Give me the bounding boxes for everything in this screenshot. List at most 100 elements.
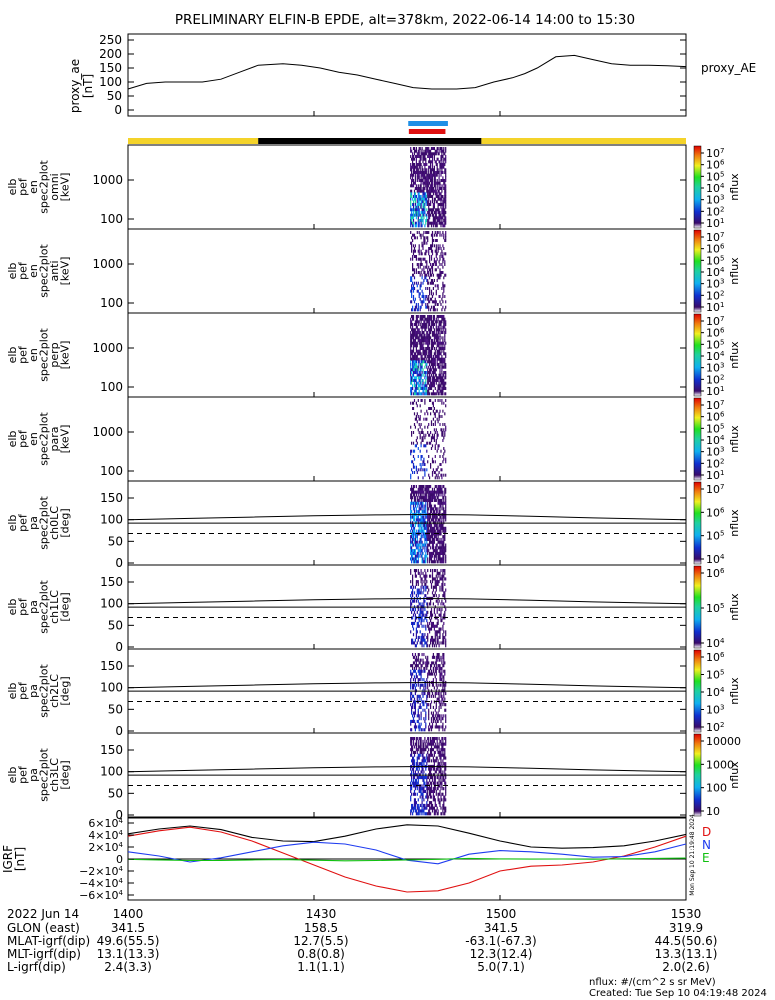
spectrogram-pixel	[410, 787, 412, 791]
spectrogram-pixel	[411, 344, 413, 348]
spectrogram-pixel	[425, 157, 427, 161]
spectrogram-pixel	[439, 756, 441, 760]
spectrogram-pixel	[415, 675, 417, 679]
spectrogram-pixel	[415, 379, 417, 382]
spectrogram-pixel	[440, 363, 442, 366]
spectrogram-pixel	[438, 325, 440, 329]
spectrogram-pixel	[445, 756, 447, 760]
spectrogram-pixel	[442, 216, 444, 220]
spectrogram-pixel	[412, 257, 414, 261]
spectrogram-pixel	[438, 260, 440, 264]
spectrogram-pixel	[442, 195, 444, 198]
spectrogram-pixel	[432, 300, 434, 304]
spectrogram-pixel	[434, 363, 436, 366]
spectrogram-pixel	[415, 543, 417, 547]
spectrogram-pixel	[436, 376, 438, 380]
spectrogram-pixel	[438, 197, 440, 201]
spectrogram-pixel	[430, 249, 433, 253]
spectrogram-pixel	[421, 641, 423, 645]
spectrogram-pixel	[412, 363, 414, 366]
spectrogram-pixel	[412, 401, 414, 405]
spectrogram-pixel	[430, 352, 433, 356]
spectrogram-pixel	[424, 328, 426, 332]
spectrogram-pixel	[417, 455, 419, 458]
spectrogram-pixel	[434, 529, 436, 533]
spectrogram-pixel	[431, 360, 434, 364]
spectrogram-pixel	[423, 268, 425, 272]
spectrogram-pixel	[426, 697, 428, 701]
spectrogram-pixel	[442, 265, 444, 269]
spectrogram-pixel	[431, 546, 434, 550]
spectrogram-pixel	[421, 543, 423, 547]
spectrogram-pixel	[413, 423, 416, 426]
spectrogram-pixel	[411, 535, 413, 539]
spectrogram-pixel	[429, 498, 431, 502]
spectrogram-pixel	[435, 333, 437, 337]
spectrogram-pixel	[414, 728, 416, 732]
spectrogram-pixel	[430, 672, 433, 676]
spectrogram-pixel	[442, 376, 444, 380]
spectrogram-pixel	[435, 683, 437, 687]
spectrogram-pixel	[410, 669, 412, 673]
spectrogram-pixel	[426, 317, 428, 321]
spectrogram-pixel	[438, 208, 440, 212]
spectrogram-pixel	[430, 200, 432, 204]
spectrogram-pixel	[423, 173, 425, 177]
spectrogram-pixel	[412, 776, 415, 780]
spectrogram-pixel	[439, 423, 441, 426]
spectrogram-pixel	[421, 241, 423, 245]
spectrogram-pixel	[434, 504, 436, 508]
spectrogram-pixel	[436, 812, 438, 816]
spectrogram-pixel	[411, 792, 413, 796]
spectrogram-pixel	[411, 485, 413, 489]
spectrogram-pixel	[428, 328, 430, 332]
spectrogram-pixel	[417, 683, 419, 687]
spectrogram-pixel	[423, 300, 425, 304]
spectrogram-pixel	[427, 560, 429, 564]
pa-panel-2: 150100500elbpefpaspec2plotch2LC[deg]1061…	[6, 648, 741, 738]
panel-ylabel-line: anti	[48, 260, 61, 281]
spectrogram-pixel	[438, 700, 440, 704]
spectrogram-pixel	[416, 471, 418, 474]
spectrogram-pixel	[417, 376, 419, 380]
spectrogram-pixel	[429, 336, 431, 340]
spectrogram-pixel	[423, 532, 425, 536]
spectrogram-pixel	[430, 515, 432, 519]
spectrogram-pixel	[418, 379, 420, 382]
spectrogram-pixel	[424, 540, 426, 544]
spectrogram-pixel	[438, 471, 440, 474]
spectrogram-pixel	[413, 551, 416, 555]
spectrogram-pixel	[429, 268, 431, 272]
spectrogram-pixel	[423, 806, 425, 810]
spectrogram-pixel	[438, 644, 440, 648]
spectrogram-pixel	[432, 213, 434, 217]
spectrogram-pixel	[437, 303, 439, 306]
spectrogram-pixel	[434, 360, 436, 364]
pa-tick-label: 150	[100, 491, 123, 505]
spectrogram-pixel	[435, 672, 437, 676]
spectrogram-pixel	[432, 368, 434, 372]
spectrogram-pixel	[429, 551, 431, 555]
spectrogram-pixel	[434, 320, 436, 324]
spectrogram-pixel	[443, 447, 445, 450]
spectrogram-pixel	[427, 192, 429, 196]
spectrogram-pixel	[422, 152, 424, 156]
spectrogram-pixel	[442, 224, 444, 228]
spectrogram-pixel	[415, 149, 417, 153]
spectrogram-pixel	[411, 498, 413, 502]
spectrogram-pixel	[413, 784, 416, 788]
panel-ylabel-line: spec2plot	[38, 412, 51, 466]
spectrogram-pixel	[413, 675, 416, 679]
spectrogram-pixel	[437, 787, 439, 791]
spectrogram-pixel	[430, 498, 433, 502]
spectrogram-pixel	[416, 658, 418, 662]
spectrogram-pixel	[433, 767, 435, 771]
spectrogram-pixel	[445, 373, 447, 377]
spectrogram-pixel	[422, 591, 424, 595]
spectrogram-pixel	[428, 341, 430, 345]
spectrogram-pixel	[440, 163, 442, 166]
spectrogram-pixel	[418, 195, 420, 198]
spectrogram-pixel	[437, 697, 439, 701]
spectrogram-pixel	[445, 252, 447, 256]
spectrogram-pixel	[430, 753, 433, 757]
